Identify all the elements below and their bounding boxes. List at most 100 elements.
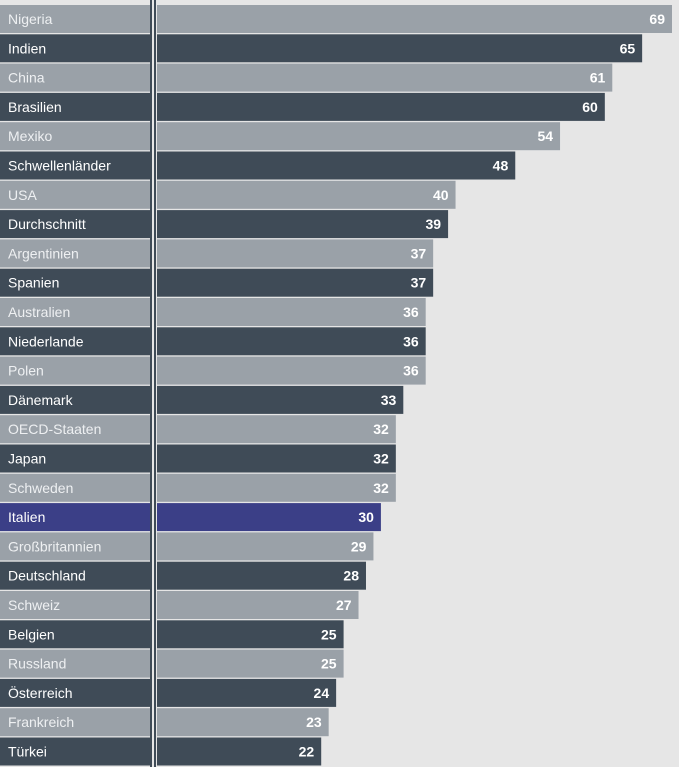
category-label-background <box>0 678 150 707</box>
bar-row-frankreich: Frankreich 23 <box>0 708 329 737</box>
data-label: 69 <box>649 11 665 27</box>
category-label-background <box>0 385 150 414</box>
category-label-background <box>0 503 150 532</box>
bar <box>157 737 322 766</box>
bar <box>157 444 396 473</box>
category-label-background <box>0 92 150 121</box>
category-label-background <box>0 473 150 502</box>
category-label: Indien <box>8 40 46 56</box>
bar-row-niederlande: Niederlande 36 <box>0 327 426 356</box>
bar-row-schweden: Schweden 32 <box>0 473 396 502</box>
data-label: 36 <box>403 333 419 349</box>
bar <box>157 561 366 590</box>
bar <box>157 5 672 33</box>
bar <box>157 122 561 151</box>
bar <box>157 591 359 619</box>
bar-row-oecd-staaten: OECD-Staaten 32 <box>0 415 396 444</box>
category-label: Australien <box>8 304 70 320</box>
bar <box>157 678 337 707</box>
bar <box>157 503 381 532</box>
bar <box>157 327 426 356</box>
data-label: 39 <box>426 216 442 232</box>
data-label: 65 <box>620 40 636 56</box>
bar-row-turkei: Türkei 22 <box>0 737 322 766</box>
category-label: Frankreich <box>8 714 74 730</box>
category-label: Türkei <box>8 744 47 760</box>
category-label-background <box>0 298 150 326</box>
data-label: 28 <box>343 568 359 584</box>
bar-row-italien: Italien 30 <box>0 503 381 532</box>
bar <box>157 415 396 444</box>
category-label-background <box>0 737 150 766</box>
category-label: Spanien <box>8 275 59 291</box>
bar-rows: Nigeria 69 Indien 65 China 61 Brasilien 60 Mexik… <box>0 5 672 766</box>
bar-row-japan: Japan 32 <box>0 444 396 473</box>
category-label: Italien <box>8 509 45 525</box>
category-label-background <box>0 63 150 92</box>
data-label: 27 <box>336 597 352 613</box>
category-label-background <box>0 620 150 649</box>
category-label-background <box>0 561 150 590</box>
data-label: 48 <box>493 158 509 174</box>
data-label: 37 <box>411 275 427 291</box>
data-label: 36 <box>403 363 419 379</box>
bar <box>157 298 426 326</box>
bar-row-schweiz: Schweiz 27 <box>0 591 359 619</box>
category-label-background <box>0 239 150 268</box>
bar <box>157 210 449 239</box>
category-label-background <box>0 708 150 737</box>
bar <box>157 92 605 121</box>
category-label-background <box>0 180 150 209</box>
bar-row-mexiko: Mexiko 54 <box>0 122 561 151</box>
data-label: 29 <box>351 538 367 554</box>
category-label-background <box>0 122 150 151</box>
category-label: Nigeria <box>8 11 53 27</box>
category-label: Russland <box>8 656 66 672</box>
bar <box>157 239 434 268</box>
bar-row-belgien: Belgien 25 <box>0 620 344 649</box>
category-label: Schwellenländer <box>8 158 111 174</box>
category-label: Großbritannien <box>8 538 101 554</box>
bar <box>157 532 374 561</box>
bar <box>157 356 426 385</box>
bar-row-russland: Russland 25 <box>0 649 344 678</box>
category-label: Deutschland <box>8 568 86 584</box>
category-label: Mexiko <box>8 128 53 144</box>
bar-row-osterreich: Österreich 24 <box>0 678 337 707</box>
category-label-background <box>0 151 150 180</box>
bar-row-polen: Polen 36 <box>0 356 426 385</box>
data-label: 54 <box>537 128 553 144</box>
category-label-background <box>0 532 150 561</box>
category-label-background <box>0 444 150 473</box>
category-label: Niederlande <box>8 333 84 349</box>
data-label: 33 <box>381 392 397 408</box>
data-label: 30 <box>358 509 374 525</box>
bar-row-usa: USA 40 <box>0 180 456 209</box>
category-label-background <box>0 34 150 63</box>
category-label-background <box>0 5 150 33</box>
bar-row-australien: Australien 36 <box>0 298 426 326</box>
category-label: Schweden <box>8 480 73 496</box>
category-label: Dänemark <box>8 392 74 408</box>
data-label: 61 <box>590 70 606 86</box>
category-label: Argentinien <box>8 245 79 261</box>
data-label: 40 <box>433 187 449 203</box>
bar <box>157 151 516 180</box>
bar <box>157 649 344 678</box>
data-label: 22 <box>299 744 315 760</box>
bar <box>157 180 456 209</box>
category-label: China <box>8 70 45 86</box>
category-label-background <box>0 415 150 444</box>
data-label: 32 <box>373 421 389 437</box>
category-label-background <box>0 327 150 356</box>
category-label-background <box>0 356 150 385</box>
data-label: 36 <box>403 304 419 320</box>
category-label: Österreich <box>8 684 73 701</box>
data-label: 37 <box>411 245 427 261</box>
data-label: 24 <box>314 685 330 701</box>
bar <box>157 34 643 63</box>
bar-row-indien: Indien 65 <box>0 34 643 63</box>
bar <box>157 63 613 92</box>
data-label: 32 <box>373 451 389 467</box>
